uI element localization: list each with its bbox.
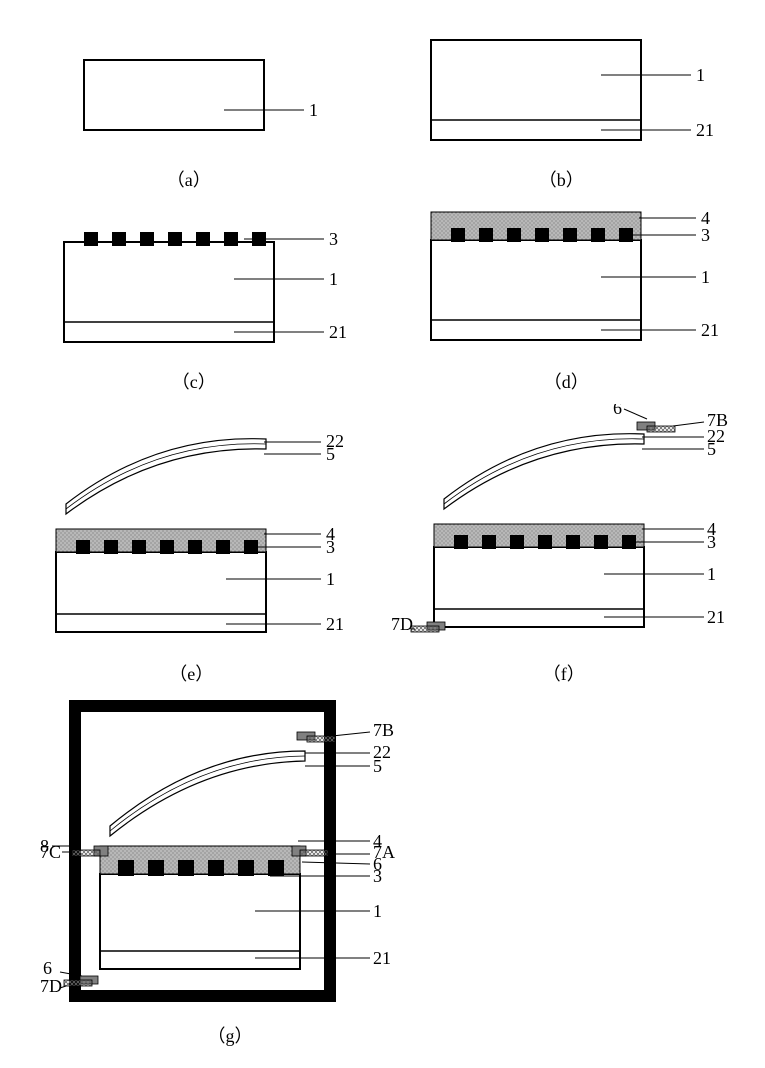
row-1: 1 （a） 1 21 （b） (20, 20, 745, 192)
lead-21-d: 21 (701, 320, 719, 340)
lead-7C-g: 7C (40, 842, 61, 862)
lead-7D-f: 7D (391, 614, 413, 634)
lead-5-g: 5 (373, 756, 382, 776)
lead-7B-g: 7B (373, 720, 394, 740)
diagram-f: 6 7B 22 5 (389, 404, 739, 654)
panel-d: 4 3 1 21 （d） (401, 202, 731, 394)
lead-5-e: 5 (326, 444, 335, 464)
figure-grid: 1 （a） 1 21 （b） (20, 20, 745, 1048)
caption-e: （e） (169, 660, 213, 686)
lead-3-e: 3 (326, 537, 335, 557)
lead-5-f: 5 (707, 439, 716, 459)
lead-7D-g: 7D (40, 976, 62, 996)
lead-1-f: 1 (707, 564, 716, 584)
lead-1-g: 1 (373, 901, 382, 921)
panel-f: 6 7B 22 5 (389, 404, 739, 686)
lead-3-d: 3 (701, 225, 710, 245)
lead-3-c: 3 (329, 229, 338, 249)
panel-a: 1 （a） (44, 40, 334, 192)
diagram-c: 3 1 21 (34, 212, 354, 362)
lead-21-c: 21 (329, 322, 347, 342)
lead-21-b: 21 (696, 120, 714, 140)
lead-1-b: 1 (696, 65, 705, 85)
lead-6-g-bot: 6 (43, 958, 52, 978)
lead-1-e: 1 (326, 569, 335, 589)
diagram-g: 8 7B 22 5 (40, 696, 420, 1016)
diagram-b: 1 21 (401, 20, 721, 160)
lead-3-f: 3 (707, 532, 716, 552)
panel-b: 1 21 （b） (401, 20, 721, 192)
panel-e: 22 5 4 3 (26, 414, 356, 686)
lead-21-g: 21 (373, 948, 391, 968)
panel-c: 3 1 21 （c） (34, 212, 354, 394)
row-3: 22 5 4 3 (20, 404, 745, 686)
caption-d: （d） (544, 368, 589, 394)
lead-1-d: 1 (701, 267, 710, 287)
row-4: 8 7B 22 5 (20, 696, 745, 1048)
panel-g: 8 7B 22 5 (40, 696, 420, 1048)
lead-1-a: 1 (309, 100, 318, 120)
diagram-e: 22 5 4 3 (26, 414, 356, 654)
diagram-a: 1 (44, 40, 334, 160)
lead-21-f: 21 (707, 607, 725, 627)
caption-g: （g） (208, 1022, 253, 1048)
diagram-d: 4 3 1 21 (401, 202, 731, 362)
caption-f: （f） (543, 660, 585, 686)
lead-3-g: 3 (373, 866, 382, 886)
lead-21-e: 21 (326, 614, 344, 634)
row-2: 3 1 21 （c） (20, 202, 745, 394)
lead-6-f-top: 6 (613, 404, 622, 418)
caption-b: （b） (539, 166, 584, 192)
caption-a: （a） (167, 166, 211, 192)
caption-c: （c） (172, 368, 216, 394)
lead-1-c: 1 (329, 269, 338, 289)
